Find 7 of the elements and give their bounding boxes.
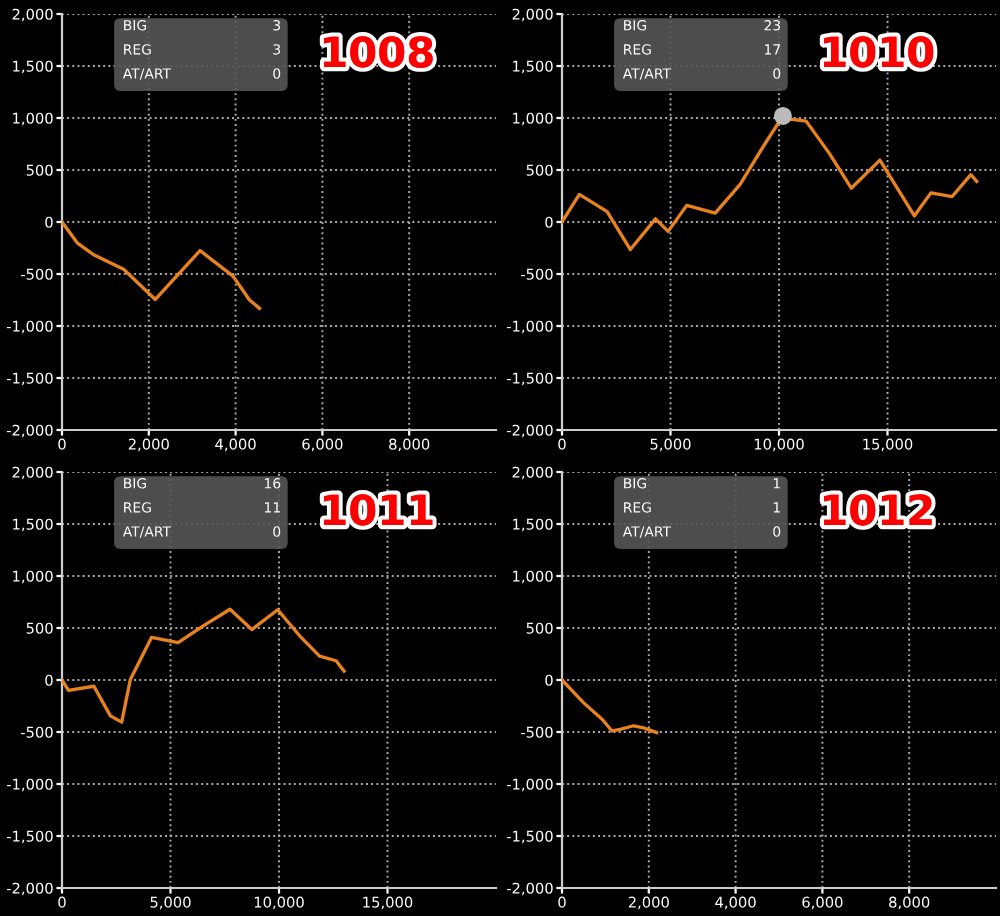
line-series <box>562 678 659 735</box>
chart-title: 1010 <box>823 36 934 68</box>
chart-title: 1012 <box>823 494 932 526</box>
line-series <box>62 607 346 724</box>
line-series <box>62 220 262 310</box>
chart-title: 1011 <box>323 494 433 526</box>
chart-title: 1008 <box>323 36 433 68</box>
